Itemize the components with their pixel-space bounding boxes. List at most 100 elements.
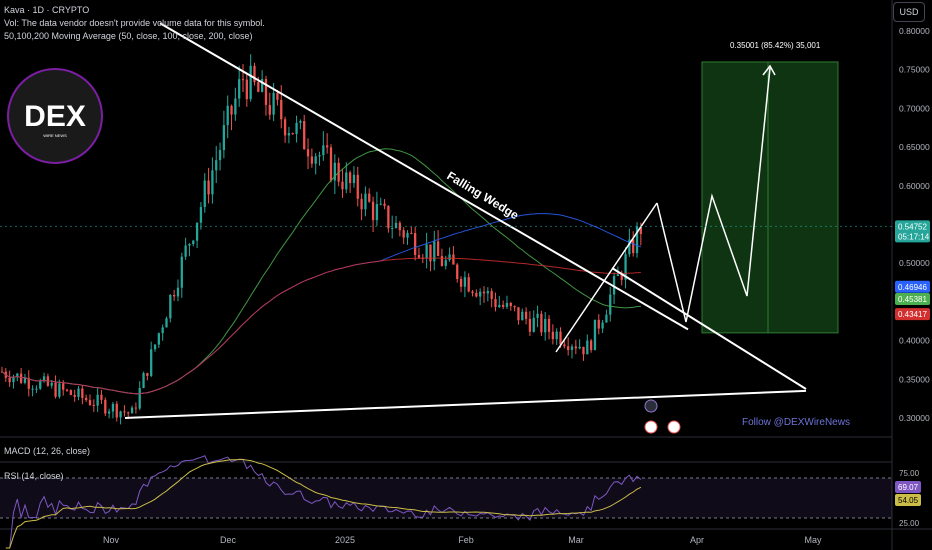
- y-tick-label: 0.30000: [899, 413, 930, 423]
- candle-body: [165, 318, 168, 328]
- candle-body: [329, 147, 333, 181]
- candle-body: [532, 317, 535, 332]
- y-tick-label: 0.35000: [899, 374, 930, 384]
- candle-body: [345, 172, 348, 190]
- candle-body: [73, 394, 76, 397]
- candle-body: [96, 394, 99, 406]
- candle-body: [39, 380, 42, 389]
- candle-body: [310, 156, 314, 164]
- candle-body: [8, 377, 11, 383]
- candle-body: [123, 411, 126, 413]
- candle-body: [119, 411, 122, 418]
- candle-body: [417, 254, 421, 258]
- candle-body: [536, 313, 539, 318]
- candle-body: [444, 260, 447, 266]
- candle-body: [104, 399, 107, 414]
- candle-body: [589, 340, 593, 351]
- rsi-value-label: 69.07: [898, 483, 919, 492]
- y-tick-label: 0.75000: [899, 65, 930, 75]
- candle-body: [352, 174, 356, 184]
- macd-pane-label: MACD (12, 26, close): [4, 446, 91, 456]
- candle-body: [172, 294, 176, 297]
- candle-body: [540, 313, 543, 333]
- candle-body: [528, 318, 532, 332]
- candle-body: [486, 290, 489, 294]
- candle-body: [406, 232, 409, 238]
- candle-body: [559, 331, 562, 345]
- candle-body: [77, 388, 80, 397]
- candle-body: [341, 181, 344, 190]
- logo-circle: [7, 68, 103, 164]
- candle-body: [207, 180, 210, 195]
- price-label-box: [895, 220, 930, 243]
- candle-body: [188, 244, 191, 246]
- candle-body: [574, 346, 577, 349]
- chart-legend: Kava · 1D · CRYPTO Vol: The data vendor …: [4, 4, 265, 43]
- candle-body: [92, 404, 95, 406]
- candle-body: [138, 388, 141, 409]
- candle-body: [612, 275, 616, 295]
- candle-body: [609, 294, 612, 315]
- candle-body: [31, 388, 34, 390]
- rsi-value-box: [895, 481, 921, 493]
- candle-body: [620, 274, 623, 280]
- candle-body: [498, 304, 501, 307]
- candle-body: [639, 226, 643, 234]
- candle-body: [16, 373, 19, 378]
- candle-body: [291, 133, 294, 135]
- candle-body: [482, 291, 486, 294]
- candle-body: [23, 377, 27, 383]
- candle-body: [12, 377, 15, 383]
- x-tick-label: Dec: [219, 535, 237, 545]
- candle-body: [570, 346, 574, 350]
- candle-body: [383, 203, 386, 206]
- candle-body: [111, 403, 115, 412]
- price-label-box: [895, 308, 930, 321]
- candle-body: [88, 399, 92, 405]
- candle-body: [215, 160, 218, 171]
- candle-body: [375, 204, 379, 221]
- event-lightning-icon: [644, 399, 658, 413]
- x-tick-label: May: [804, 535, 822, 545]
- candle-body: [635, 226, 639, 254]
- candle-body: [107, 411, 111, 414]
- candle-body: [628, 239, 631, 255]
- candle-body: [490, 290, 493, 300]
- candle-body: [632, 239, 635, 254]
- currency-button[interactable]: USD: [893, 2, 925, 22]
- candle-body: [180, 256, 183, 288]
- candle-body: [69, 390, 73, 395]
- watermark-text: Follow @DEXWireNews: [742, 417, 850, 428]
- target-box: [701, 61, 839, 334]
- candle-body: [218, 150, 222, 161]
- rsi-ma-line: [5, 458, 642, 549]
- moving-average-legend: 50,100,200 Moving Average (50, close, 10…: [4, 31, 253, 41]
- candle-body: [544, 318, 547, 333]
- candle-body: [471, 291, 474, 293]
- y-tick-label: 0.65000: [899, 142, 930, 152]
- y-tick-label: 0.50000: [899, 258, 930, 268]
- candle-body: [624, 254, 627, 280]
- y-tick-label: 0.70000: [899, 103, 930, 113]
- candle-body: [245, 79, 248, 100]
- candle-body: [501, 304, 505, 307]
- candle-body: [398, 222, 401, 231]
- candle-body: [326, 145, 329, 148]
- candle-body: [597, 319, 600, 329]
- candle-body: [605, 314, 608, 323]
- candle-body: [299, 121, 302, 123]
- candle-body: [176, 287, 180, 297]
- candle-body: [287, 133, 291, 136]
- candle-body: [578, 346, 581, 349]
- candle-body: [555, 331, 558, 340]
- candle-body: [306, 149, 310, 157]
- candle-body: [234, 98, 237, 115]
- candle-body: [276, 92, 279, 100]
- candle-body: [586, 340, 589, 355]
- candle-body: [475, 292, 478, 297]
- projection-path: [656, 67, 771, 323]
- candles: [0, 54, 643, 425]
- candle-body: [42, 376, 46, 381]
